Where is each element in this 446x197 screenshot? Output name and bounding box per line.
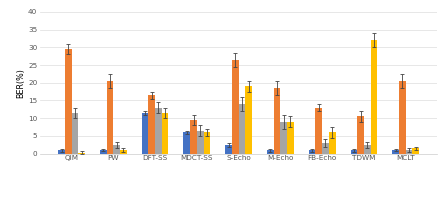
Bar [197, 131, 203, 154]
Bar [162, 113, 169, 154]
Bar [274, 88, 281, 154]
Bar [58, 150, 65, 154]
Bar [287, 122, 294, 154]
Bar [309, 150, 315, 154]
Bar [329, 132, 335, 154]
Bar [245, 86, 252, 154]
Bar [142, 113, 149, 154]
Bar [322, 143, 329, 154]
Bar [232, 60, 239, 154]
Bar [267, 150, 274, 154]
Bar [203, 132, 210, 154]
Bar [71, 113, 78, 154]
Bar [107, 81, 113, 154]
Bar [65, 49, 71, 154]
Bar [155, 108, 162, 154]
Bar [239, 104, 245, 154]
Bar [78, 153, 85, 154]
Bar [371, 40, 377, 154]
Bar [281, 122, 287, 154]
Bar [413, 148, 419, 154]
Bar [351, 150, 357, 154]
Bar [399, 81, 406, 154]
Bar [183, 132, 190, 154]
Bar [406, 150, 413, 154]
Bar [357, 116, 364, 154]
Y-axis label: BER(%): BER(%) [17, 68, 25, 98]
Bar [190, 120, 197, 154]
Bar [149, 95, 155, 154]
Bar [225, 145, 232, 154]
Bar [100, 150, 107, 154]
Bar [364, 145, 371, 154]
Bar [315, 108, 322, 154]
Bar [113, 145, 120, 154]
Bar [120, 150, 127, 154]
Bar [392, 150, 399, 154]
